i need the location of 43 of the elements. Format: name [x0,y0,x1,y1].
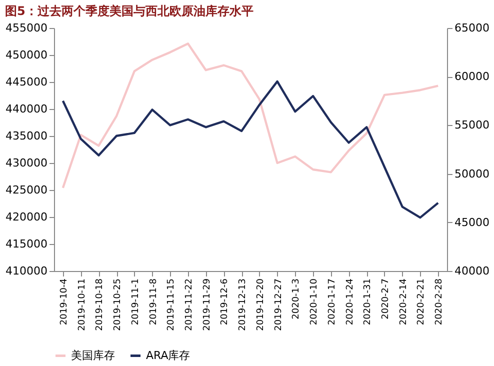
x-tick-label: 2019-10-11 [77,278,88,331]
x-tick-label: 2020-2-7 [380,278,391,320]
x-tick-label: 2019-12-6 [220,278,230,326]
y2-tick-label: 40000 [454,264,490,278]
y-tick-label: 425000 [6,184,48,196]
x-tick-label: 2019-12-13 [238,278,248,331]
x-tick-label: 2020-2-21 [416,278,427,326]
x-tick-label: 2019-11-29 [202,278,212,331]
y-tick-label: 435000 [6,130,48,142]
x-tick-label: 2020-1-10 [310,278,320,326]
y-tick-label: 445000 [6,76,48,88]
x-tick-label: 2019-10-25 [113,278,124,331]
x-tick-label: 2019-10-18 [95,278,106,331]
x-tick-label: 2019-11-15 [166,278,177,331]
x-tick-label: 2020-1-24 [345,278,356,326]
x-tick-label: 2020-2-28 [434,278,445,326]
x-tick-label: 2020-2-14 [398,278,409,326]
x-tick-label: 2019-10-4 [59,278,70,326]
line-series [62,42,440,189]
y2-tick-label: 60000 [454,70,490,84]
y-tick-label: 455000 [6,22,48,34]
y-tick-label: 415000 [6,238,48,250]
x-tick-label: 2019-11-22 [184,278,194,331]
x-tick-label: 2019-11-1 [130,278,141,326]
x-tick-label: 2019-11-8 [148,278,159,326]
x-tick-label: 2019-12-20 [256,278,266,331]
y-tick-label: 440000 [6,102,48,116]
y2-tick-label: 50000 [454,167,490,180]
line-series [62,80,440,219]
x-tick-label: 2020-1-31 [363,278,374,326]
y-tick-label: 430000 [6,156,48,170]
y-tick-label: 410000 [6,264,48,278]
y2-tick-label: 55000 [454,118,490,132]
y-tick-label: 450000 [6,48,48,62]
legend-label: ARA库存 [146,348,190,362]
chart-title: 图5：过去两个季度美国与西北欧原油库存水平 [5,4,254,18]
y-tick-label: 420000 [6,210,48,224]
y2-tick-label: 65000 [454,22,490,34]
y2-tick-label: 45000 [454,216,490,229]
legend-label: 美国库存 [71,348,115,362]
x-tick-label: 2019-12-27 [274,278,284,331]
x-tick-label: 2020-1-3 [292,278,302,320]
x-tick-label: 2020-1-17 [327,278,338,326]
